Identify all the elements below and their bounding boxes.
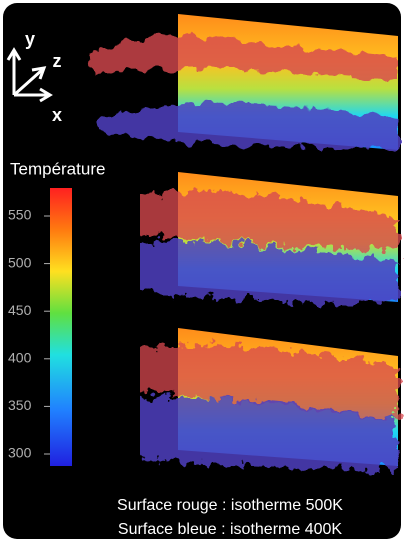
colorbar-tick-label: 300 xyxy=(8,445,32,461)
colorbar-tick-label: 350 xyxy=(8,397,32,413)
axis-label: y xyxy=(25,29,35,49)
axis-label: x xyxy=(52,105,62,125)
colorbar-tick-label: 550 xyxy=(8,207,32,223)
caption: Surface bleue : isotherme 400K xyxy=(118,521,342,538)
caption: Surface rouge : isotherme 500K xyxy=(117,497,343,514)
figure: y z x Température 550 500 450 400 350 300 Sur… xyxy=(0,0,404,542)
colorbar-title: Température xyxy=(10,159,105,178)
colorbar-tick-label: 450 xyxy=(8,302,32,318)
colorbar-tick-label: 500 xyxy=(8,254,32,270)
colorbar xyxy=(50,188,72,466)
axis-label: z xyxy=(53,51,62,71)
colorbar-tick-label: 400 xyxy=(8,350,32,366)
